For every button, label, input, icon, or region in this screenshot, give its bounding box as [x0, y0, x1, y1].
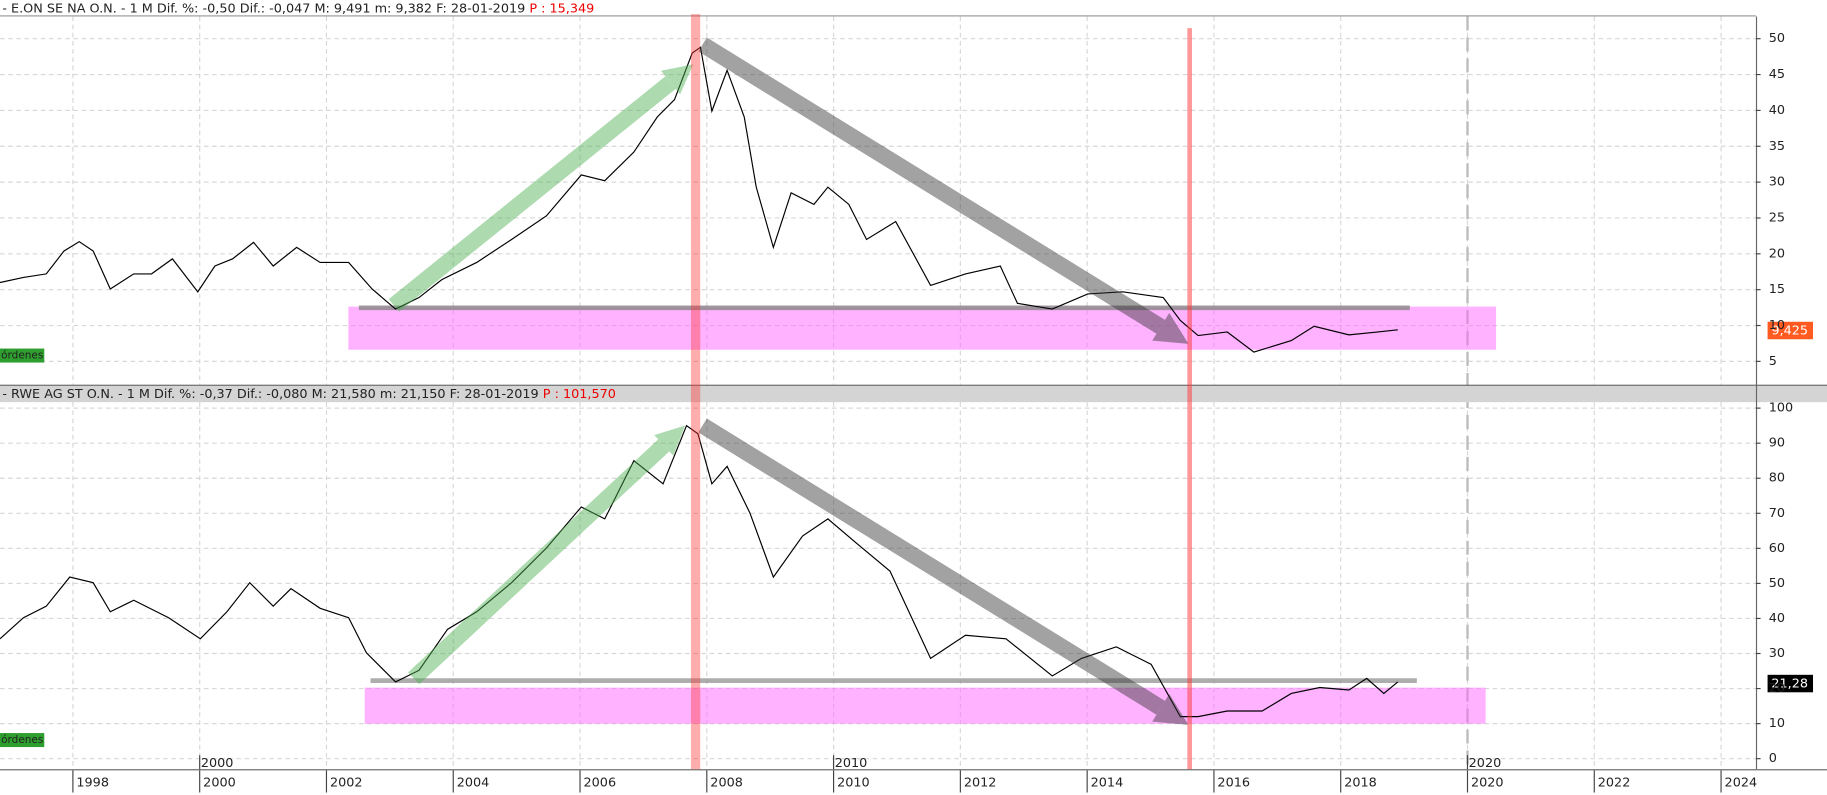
price-line [0, 46, 1398, 353]
x-tick-label: 2014 [1091, 776, 1124, 791]
y-tick-label: 0 [1769, 751, 1777, 766]
x-tick-label: 2016 [1217, 776, 1250, 791]
last-price-badge [1767, 674, 1814, 693]
y-tick-label: 60 [1769, 541, 1785, 556]
x-tick-label: 2012 [964, 776, 997, 791]
x-tick-label: 2024 [1725, 776, 1758, 791]
top-border [0, 15, 1756, 17]
y-tick-label: 45 [1769, 67, 1785, 82]
y-tick-label: 40 [1769, 103, 1785, 118]
orders-button[interactable] [0, 733, 45, 748]
pane-price: P : 15,349 [529, 1, 594, 16]
decade-label: 2020 [1469, 756, 1502, 771]
y-tick-label: 80 [1769, 471, 1785, 486]
pane-header: - E.ON SE NA O.N. - 1 M Dif. %: -0,50 Di… [2, 1, 594, 16]
y-tick-label: 100 [1769, 401, 1793, 416]
right-axis-border [1755, 16, 1758, 770]
y-tick-label: 15 [1769, 282, 1785, 297]
pane-header: - RWE AG ST O.N. - 1 M Dif. %: -0,37 Dif… [2, 387, 616, 402]
pane-separator [0, 385, 1827, 403]
support-zone [364, 687, 1486, 724]
x-tick-label: 2018 [1344, 776, 1377, 791]
orders-button[interactable] [0, 348, 45, 363]
x-tick-label: 2004 [457, 776, 490, 791]
y-tick-label: 10 [1769, 716, 1785, 731]
up-arrow [388, 76, 676, 312]
y-tick-label: 25 [1769, 210, 1785, 225]
y-tick-label: 50 [1769, 31, 1785, 46]
y-tick-label: 20 [1769, 681, 1785, 696]
x-tick-label: 2022 [1598, 776, 1631, 791]
pane-border [0, 384, 1827, 386]
y-tick-label: 90 [1769, 436, 1785, 451]
pane-title: - RWE AG ST O.N. - 1 M Dif. %: -0,37 Dif… [2, 387, 538, 402]
x-tick-label: 2020 [1471, 776, 1504, 791]
down-arrow [698, 418, 1166, 715]
price-line [0, 424, 1399, 718]
arrow-head [661, 64, 694, 95]
x-tick-label: 2002 [330, 776, 363, 791]
y-tick-label: 70 [1769, 506, 1785, 521]
y-tick-label: 30 [1769, 646, 1785, 661]
orders-button-label[interactable]: órdenes [1, 734, 43, 746]
pane-title: - E.ON SE NA O.N. - 1 M Dif. %: -0,50 Di… [2, 1, 525, 16]
y-tick-label: 10 [1769, 318, 1785, 333]
arrow-head [1152, 312, 1189, 344]
last-price-badge [1767, 321, 1814, 340]
axes: 5 10 15 20 25 30 35 40 45 50 0 10 20 30 40 50 60 70 80 90 10… [72, 31, 1793, 793]
axis-border [0, 769, 1827, 771]
support-zone [348, 306, 1497, 350]
x-tick-label: 1998 [76, 776, 109, 791]
y-tick-label: 20 [1769, 246, 1785, 261]
orders-button-label[interactable]: órdenes [1, 350, 43, 362]
last-price-label: 21,28 [1771, 677, 1808, 692]
decade-label: 2000 [201, 756, 234, 771]
y-tick-label: 5 [1769, 354, 1777, 369]
marker-band [690, 14, 701, 770]
arrow-head [1152, 693, 1189, 725]
decade-label: 2010 [835, 756, 868, 771]
x-tick-label: 2000 [203, 776, 236, 791]
y-tick-label: 50 [1769, 576, 1785, 591]
price-lines [0, 46, 1399, 718]
arrow-head [654, 425, 686, 456]
x-tick-label: 2008 [710, 776, 743, 791]
y-tick-label: 35 [1769, 139, 1785, 154]
x-tick-label: 2010 [837, 776, 870, 791]
trend-arrows [388, 37, 1189, 725]
up-arrow [408, 439, 670, 685]
y-tick-label: 30 [1769, 175, 1785, 190]
marker-band [1187, 28, 1192, 770]
down-arrow [698, 37, 1166, 334]
pane-price: P : 101,570 [543, 387, 616, 402]
last-price-label: 9,425 [1771, 324, 1808, 339]
x-tick-label: 2006 [584, 776, 617, 791]
y-tick-label: 40 [1769, 611, 1785, 626]
